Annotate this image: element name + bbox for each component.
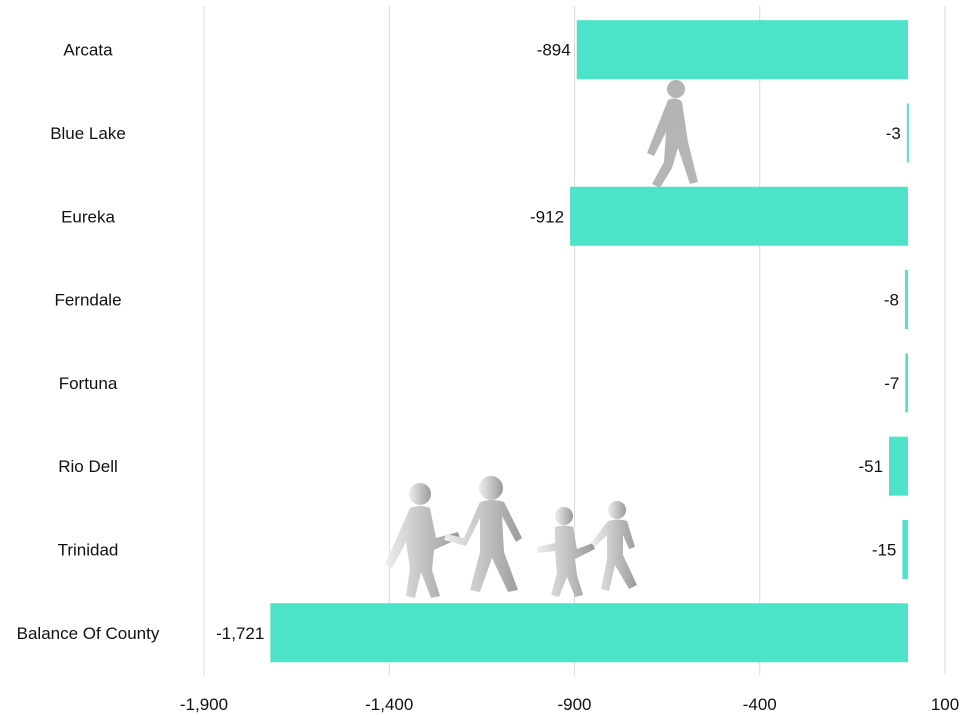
bar <box>889 436 908 496</box>
labels: -1,900 -1,400 -900 -400 100 -894 Arcata -3 Blue … <box>17 41 960 714</box>
bar <box>576 20 908 80</box>
bars <box>270 20 909 663</box>
data-label: -8 <box>884 291 899 310</box>
bar <box>902 519 908 579</box>
category-label: Rio Dell <box>58 457 118 476</box>
walking-person-icon <box>647 80 698 188</box>
category-label: Balance Of County <box>17 624 160 643</box>
data-label: -51 <box>858 457 883 476</box>
category-label: Arcata <box>63 41 113 60</box>
bar <box>906 103 909 163</box>
data-label: -7 <box>884 374 899 393</box>
data-label: -894 <box>537 41 571 60</box>
x-tick-label: -1,900 <box>180 695 228 714</box>
category-label: Ferndale <box>54 291 121 310</box>
category-label: Fortuna <box>59 374 118 393</box>
family-walking-icon <box>385 476 637 598</box>
x-tick-label: 100 <box>931 695 959 714</box>
bar <box>570 186 908 246</box>
bar <box>904 270 908 330</box>
data-label: -912 <box>530 207 564 226</box>
category-label: Blue Lake <box>50 124 126 143</box>
x-tick-label: -900 <box>557 695 591 714</box>
x-tick-label: -400 <box>743 695 777 714</box>
data-label: -15 <box>872 540 897 559</box>
category-label: Trinidad <box>58 540 119 559</box>
bar <box>905 353 908 413</box>
bar <box>270 603 908 663</box>
x-tick-label: -1,400 <box>365 695 413 714</box>
category-label: Eureka <box>61 207 115 226</box>
data-label: -1,721 <box>216 624 264 643</box>
data-label: -3 <box>886 124 901 143</box>
